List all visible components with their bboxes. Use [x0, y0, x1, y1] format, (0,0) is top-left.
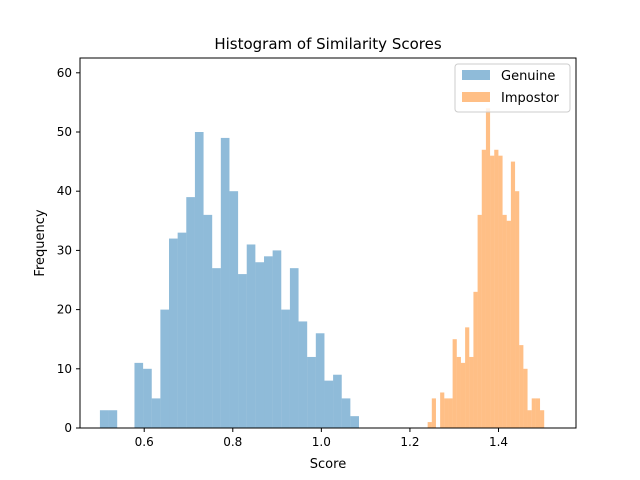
- bar-impostor-14: [485, 108, 491, 428]
- bar-impostor-5: [448, 398, 453, 428]
- bar-impostor-10: [469, 356, 474, 428]
- bar-impostor-6: [452, 339, 457, 428]
- histogram-bars: [99, 108, 545, 429]
- x-tick-label: 1.0: [312, 435, 331, 449]
- y-tick-label: 50: [57, 125, 72, 139]
- y-axis-label: Frequency: [33, 209, 48, 276]
- bar-genuine-7: [160, 309, 170, 428]
- bar-genuine-19: [264, 256, 273, 428]
- bar-impostor-22: [519, 345, 524, 428]
- x-tick-label: 1.2: [400, 435, 419, 449]
- bar-genuine-8: [169, 238, 178, 428]
- y-tick-label: 60: [57, 66, 72, 80]
- bar-impostor-26: [535, 398, 541, 428]
- x-axis-label: Score: [310, 457, 346, 472]
- bar-impostor-18: [502, 214, 507, 428]
- bar-impostor-27: [540, 410, 545, 428]
- bar-impostor-9: [465, 327, 470, 428]
- x-axis-ticks: 0.6 0.8 1.0 1.2 1.4: [135, 428, 508, 449]
- bar-impostor-17: [498, 155, 503, 428]
- bar-genuine-5: [143, 368, 152, 428]
- bar-genuine-4: [134, 362, 144, 428]
- bar-genuine-23: [298, 321, 308, 428]
- bar-genuine-25: [315, 333, 325, 428]
- bar-impostor-4: [444, 398, 449, 428]
- y-tick-label: 20: [57, 303, 72, 317]
- bar-genuine-13: [212, 268, 221, 428]
- bar-genuine-17: [246, 244, 256, 428]
- bar-genuine-22: [289, 268, 299, 428]
- bar-impostor-7: [456, 356, 461, 428]
- bar-impostor-23: [523, 368, 528, 428]
- bar-genuine-12: [203, 214, 213, 428]
- bar-impostor-25: [531, 398, 536, 428]
- bar-impostor-8: [460, 362, 466, 428]
- legend: Genuine Impostor: [454, 63, 571, 113]
- x-tick-label: 1.4: [489, 435, 508, 449]
- bar-genuine-11: [194, 132, 204, 428]
- legend-swatch-genuine: [462, 70, 490, 80]
- y-tick-label: 30: [57, 243, 72, 257]
- bar-genuine-21: [281, 309, 290, 428]
- bar-impostor-24: [527, 410, 532, 428]
- y-tick-label: 40: [57, 184, 72, 198]
- bar-impostor-13: [481, 149, 486, 428]
- bar-impostor-21: [515, 191, 520, 428]
- legend-swatch-impostor: [462, 92, 490, 102]
- y-axis-ticks: 0 10 20 30 40 50 60: [57, 66, 80, 435]
- bar-impostor-19: [506, 220, 511, 428]
- bar-impostor-3: [440, 392, 445, 428]
- bar-impostor-0: [427, 422, 432, 428]
- legend-label-impostor: Impostor: [501, 91, 560, 106]
- bar-impostor-1: [431, 398, 436, 428]
- bar-genuine-27: [333, 374, 342, 428]
- x-tick-label: 0.8: [223, 435, 242, 449]
- bar-genuine-9: [177, 232, 187, 428]
- bar-genuine-20: [272, 250, 282, 428]
- bar-genuine-29: [350, 416, 359, 428]
- y-tick-label: 10: [57, 362, 72, 376]
- bar-impostor-15: [490, 155, 495, 428]
- bar-impostor-20: [510, 161, 516, 428]
- bar-genuine-10: [186, 197, 195, 428]
- bar-genuine-14: [220, 137, 230, 429]
- x-tick-label: 0.6: [135, 435, 154, 449]
- chart-title: Histogram of Similarity Scores: [214, 35, 442, 53]
- bar-impostor-11: [473, 291, 478, 428]
- bar-genuine-24: [307, 356, 316, 428]
- bar-genuine-26: [324, 380, 334, 428]
- bar-genuine-1: [108, 410, 118, 428]
- plot-frame: [79, 57, 577, 429]
- bar-impostor-12: [477, 214, 482, 428]
- bar-genuine-6: [151, 398, 161, 428]
- bar-genuine-0: [99, 410, 109, 428]
- bar-impostor-16: [494, 149, 499, 428]
- legend-label-genuine: Genuine: [501, 69, 555, 84]
- bar-genuine-16: [238, 274, 247, 428]
- y-tick-label: 0: [64, 421, 72, 435]
- bar-genuine-15: [229, 191, 239, 428]
- bar-genuine-28: [341, 398, 351, 428]
- bar-genuine-18: [255, 262, 265, 428]
